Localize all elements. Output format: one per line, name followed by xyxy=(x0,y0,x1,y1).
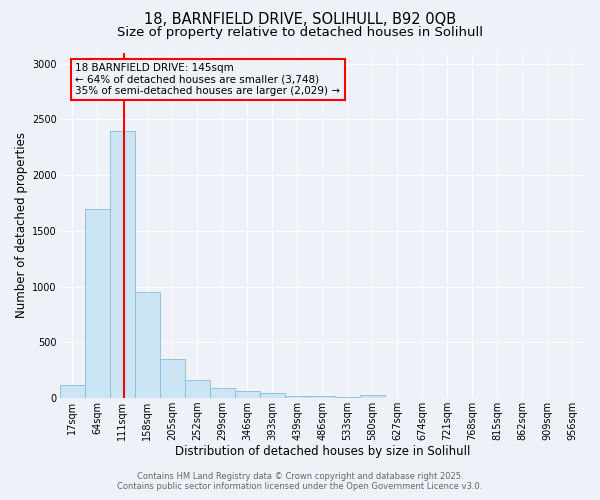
Text: Size of property relative to detached houses in Solihull: Size of property relative to detached ho… xyxy=(117,26,483,39)
Bar xyxy=(160,359,185,398)
Bar xyxy=(260,393,285,398)
Bar xyxy=(235,392,260,398)
Bar xyxy=(135,292,160,398)
Text: Contains HM Land Registry data © Crown copyright and database right 2025.
Contai: Contains HM Land Registry data © Crown c… xyxy=(118,472,482,491)
Bar xyxy=(360,394,385,398)
Bar xyxy=(285,396,310,398)
Bar xyxy=(335,397,360,398)
Bar xyxy=(110,130,135,398)
Bar xyxy=(210,388,235,398)
Bar xyxy=(310,396,335,398)
Bar xyxy=(185,380,210,398)
Y-axis label: Number of detached properties: Number of detached properties xyxy=(15,132,28,318)
Bar xyxy=(59,384,85,398)
X-axis label: Distribution of detached houses by size in Solihull: Distribution of detached houses by size … xyxy=(175,444,470,458)
Bar xyxy=(85,208,110,398)
Text: 18, BARNFIELD DRIVE, SOLIHULL, B92 0QB: 18, BARNFIELD DRIVE, SOLIHULL, B92 0QB xyxy=(144,12,456,28)
Text: 18 BARNFIELD DRIVE: 145sqm
← 64% of detached houses are smaller (3,748)
35% of s: 18 BARNFIELD DRIVE: 145sqm ← 64% of deta… xyxy=(76,63,340,96)
